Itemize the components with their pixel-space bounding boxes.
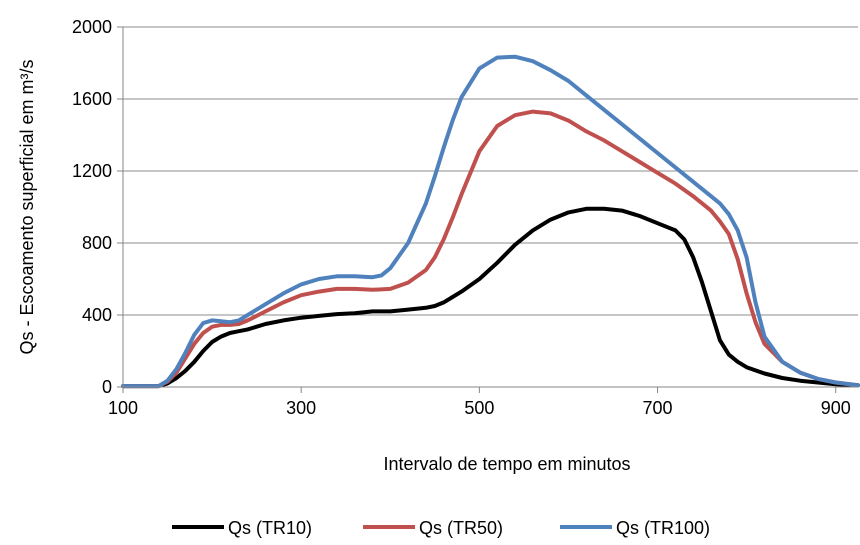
series-line-3 (121, 54, 860, 389)
y-tick-label: 1600 (72, 89, 112, 109)
series-line-2 (121, 109, 860, 389)
axes: 0 400 800 1200 1600 2000 100 300 500 700 900 (72, 17, 858, 418)
legend-label: Qs (TR50) (419, 518, 503, 538)
legend: Qs (TR10) Qs (TR50) Qs (TR100) (172, 518, 710, 538)
series-line-1 (121, 206, 860, 389)
x-tick-label: 700 (643, 398, 673, 418)
x-axis-title: Intervalo de tempo em minutos (383, 454, 630, 474)
y-tick-label: 0 (102, 377, 112, 397)
y-axis-title: Qs - Escoamento superficial em m³/s (17, 59, 37, 354)
legend-label: Qs (TR10) (228, 518, 312, 538)
x-tick-label: 900 (821, 398, 851, 418)
y-tick-label: 2000 (72, 17, 112, 37)
gridlines (123, 26, 858, 316)
legend-label: Qs (TR100) (616, 518, 710, 538)
y-tick-label: 800 (82, 233, 112, 253)
x-tick-label: 100 (108, 398, 138, 418)
plot-area (121, 54, 860, 389)
x-tick-label: 500 (464, 398, 494, 418)
y-tick-label: 1200 (72, 161, 112, 181)
x-tick-label: 300 (286, 398, 316, 418)
y-tick-label: 400 (82, 305, 112, 325)
